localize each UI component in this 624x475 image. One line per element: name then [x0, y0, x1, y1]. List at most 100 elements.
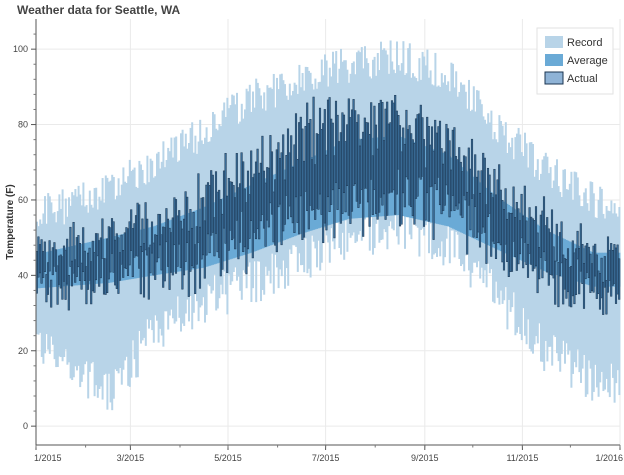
average-bar [96, 240, 99, 284]
record-bar [66, 216, 69, 365]
average-bar [159, 223, 162, 275]
average-bar [488, 190, 491, 246]
record-bar [612, 213, 614, 378]
actual-bar [603, 256, 606, 288]
average-bar [223, 197, 226, 262]
x-tick-label: 7/2015 [312, 453, 340, 463]
record-bar [101, 178, 104, 400]
record-bar [450, 62, 453, 231]
actual-bar [600, 257, 603, 299]
average-bar [144, 228, 147, 277]
average-bar [570, 242, 573, 280]
actual-bar [50, 279, 53, 308]
y-tick-label: 20 [18, 346, 28, 356]
record-bar [213, 114, 216, 275]
record-bar [559, 192, 562, 372]
actual-bar [138, 204, 141, 269]
x-tick-label: 1/2015 [34, 453, 62, 463]
record-bar [98, 196, 101, 389]
record-bar [55, 222, 58, 368]
average-bar [53, 250, 56, 288]
record-bar [69, 205, 72, 379]
average-bar [397, 135, 400, 216]
x-tick-label: 5/2015 [214, 453, 242, 463]
record-bar [472, 86, 475, 263]
legend-swatch [544, 71, 564, 85]
actual-bar [424, 167, 427, 221]
record-bar [232, 95, 235, 272]
actual-bar [333, 155, 336, 239]
actual-bar [83, 250, 86, 281]
record-bar [112, 177, 115, 399]
record-bar [584, 188, 587, 397]
record-bar [580, 206, 582, 383]
legend-label: Actual [567, 73, 598, 85]
actual-bar [213, 217, 216, 257]
actual-bar [302, 161, 306, 238]
actual-bar [526, 244, 530, 278]
average-bar [557, 236, 560, 276]
actual-bar [158, 214, 162, 246]
average-bar [130, 232, 133, 280]
average-bar [418, 143, 421, 220]
actual-bar [149, 244, 152, 274]
average-bar [85, 242, 88, 285]
average-bar [300, 162, 302, 234]
record-bar [586, 203, 589, 395]
actual-bar [80, 262, 83, 290]
average-bar [554, 234, 557, 275]
record-bar [594, 217, 597, 365]
actual-bar [466, 191, 469, 255]
actual-bar [54, 249, 58, 272]
record-bar [79, 194, 82, 388]
average-bar [207, 205, 210, 267]
record-bar [402, 41, 405, 208]
actual-bar [46, 262, 50, 295]
record-bar [127, 176, 130, 386]
record-bar [42, 213, 45, 364]
average-bar [277, 172, 280, 243]
actual-bar [211, 174, 214, 233]
actual-bar [48, 240, 51, 272]
chart-title: Weather data for Seattle, WA [17, 3, 181, 17]
actual-bar [542, 196, 546, 253]
average-bar [285, 168, 288, 240]
actual-bar [171, 217, 174, 276]
actual-bar [163, 227, 166, 282]
record-bar [63, 224, 66, 357]
average-bar [405, 138, 408, 217]
record-bar [455, 71, 458, 232]
actual-bar [270, 151, 274, 215]
actual-bar [72, 221, 75, 274]
actual-bar [605, 280, 608, 315]
y-tick-label: 80 [18, 120, 28, 130]
actual-bar [197, 173, 200, 243]
average-bar [279, 171, 282, 242]
record-bar [109, 180, 112, 403]
actual-bar [370, 102, 373, 180]
x-tick-label: 11/2015 [506, 453, 538, 463]
actual-bar [150, 221, 154, 254]
record-bar [40, 223, 43, 357]
average-bar [527, 218, 530, 264]
record-bar [596, 217, 598, 388]
average-bar [420, 144, 422, 221]
average-bar [487, 189, 490, 246]
record-bar [588, 210, 590, 361]
actual-bar [574, 248, 578, 295]
record-bar [613, 203, 616, 403]
average-bar [165, 221, 168, 274]
average-bar [434, 149, 437, 224]
average-bar [68, 246, 70, 286]
average-bar [173, 218, 176, 273]
average-bar [421, 144, 424, 221]
average-bar [236, 191, 238, 258]
actual-bar [560, 221, 563, 264]
actual-bar [582, 263, 586, 309]
average-bar [50, 250, 53, 288]
record-bar [604, 218, 606, 390]
record-bar [490, 110, 493, 270]
actual-bar [234, 197, 237, 250]
record-bar [72, 195, 75, 378]
actual-bar [312, 96, 315, 210]
